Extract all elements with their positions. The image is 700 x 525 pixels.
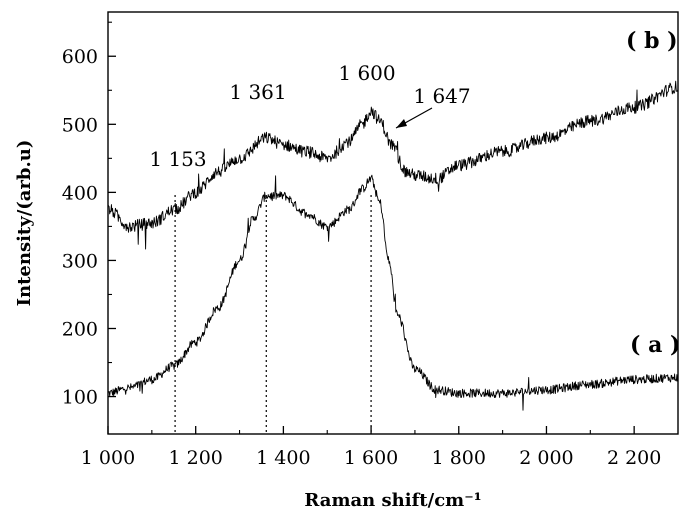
plot-frame — [107, 11, 679, 435]
x-tick-label: 1 200 — [168, 447, 222, 469]
annotation-1647: 1 647 — [413, 84, 470, 108]
spectra-series — [107, 80, 679, 411]
y-tick-label: 200 — [62, 319, 98, 341]
x-tick-label: 1 400 — [256, 447, 310, 469]
series-label-a: ( a ) — [630, 332, 680, 358]
annotation-1647-arrowhead — [396, 119, 407, 128]
annotation-1153: 1 153 — [149, 147, 206, 171]
annotation-1361: 1 361 — [229, 80, 286, 104]
y-axis-ticks: 100 200 300 400 500 600 — [62, 21, 116, 409]
y-tick-label: 300 — [62, 250, 98, 272]
y-tick-label: 600 — [62, 46, 98, 68]
y-tick-label: 500 — [62, 114, 98, 136]
x-tick-label: 1 600 — [344, 447, 398, 469]
y-tick-label: 100 — [62, 387, 98, 409]
x-tick-label: 2 000 — [519, 447, 573, 469]
x-tick-label: 1 000 — [81, 447, 135, 469]
y-axis-title: Intensity/(arb.u) — [14, 140, 35, 307]
peak-guide-lines — [174, 195, 372, 434]
series-label-b: ( b ) — [626, 28, 678, 54]
x-tick-label: 2 200 — [607, 447, 661, 469]
annotation-1600: 1 600 — [338, 61, 395, 85]
x-axis-title: Raman shift/cm⁻¹ — [304, 490, 481, 511]
x-tick-label: 1 800 — [432, 447, 486, 469]
spectrum-line-a — [107, 174, 679, 411]
y-tick-label: 400 — [62, 182, 98, 204]
x-axis-ticks: 1 000 1 200 1 400 1 600 1 800 2 000 2 200 — [81, 426, 661, 469]
spectrum-line-b — [107, 80, 679, 250]
